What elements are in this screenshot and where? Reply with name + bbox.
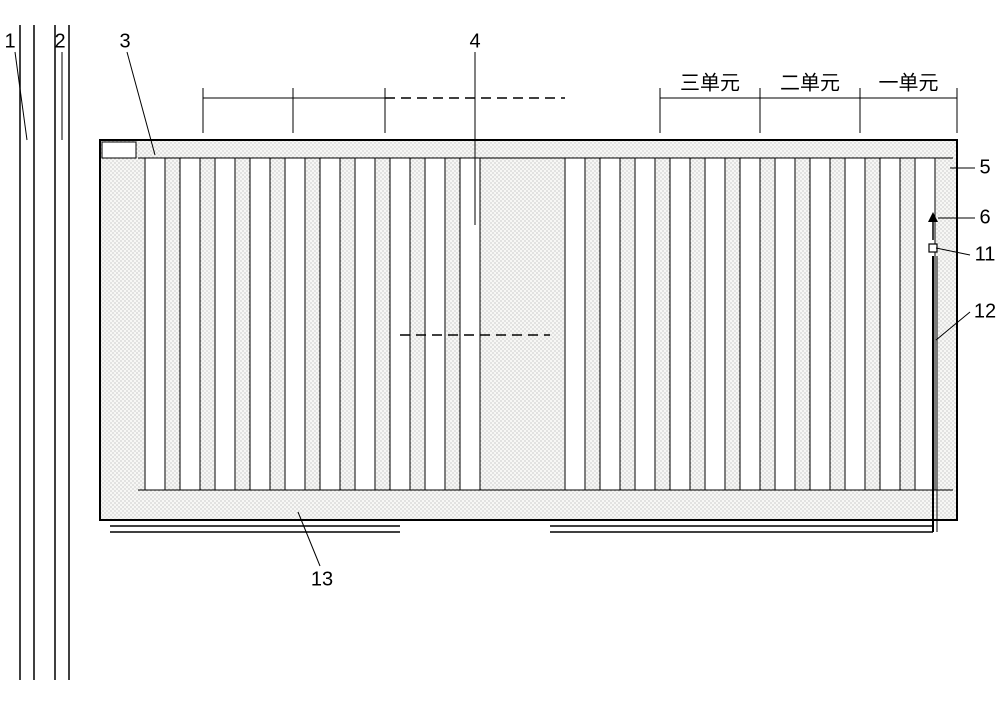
slat-2 [180,158,200,490]
marker-11-icon [929,244,937,252]
label-12: 12 [974,300,996,322]
slat-18 [740,158,760,490]
top-left-notch [102,142,136,158]
slat-10 [460,158,480,490]
label-3: 3 [119,30,130,52]
label-leader-1 [15,52,27,140]
slat-17 [705,158,725,490]
label-2: 2 [54,30,65,52]
label-13: 13 [311,568,333,590]
label-5: 5 [979,156,990,178]
slat-9 [425,158,445,490]
label-6: 6 [979,206,990,228]
unit-label-1: 二单元 [780,71,840,94]
slat-1 [145,158,165,490]
slat-22 [880,158,900,490]
slat-7 [355,158,375,490]
slat-3 [215,158,235,490]
slat-8 [390,158,410,490]
label-4: 4 [469,30,480,52]
label-1: 1 [4,30,15,52]
label-11: 11 [975,243,996,265]
slat-4 [250,158,270,490]
slat-6 [320,158,340,490]
unit-label-2: 一单元 [879,71,939,94]
slat-21 [845,158,865,490]
diagram-root: 三单元二单元一单元123456111213 [0,0,1000,709]
slat-13 [565,158,585,490]
slat-20 [810,158,830,490]
slat-15 [635,158,655,490]
unit-label-0: 三单元 [680,71,740,94]
slat-19 [775,158,795,490]
slat-16 [670,158,690,490]
slat-14 [600,158,620,490]
slat-5 [285,158,305,490]
